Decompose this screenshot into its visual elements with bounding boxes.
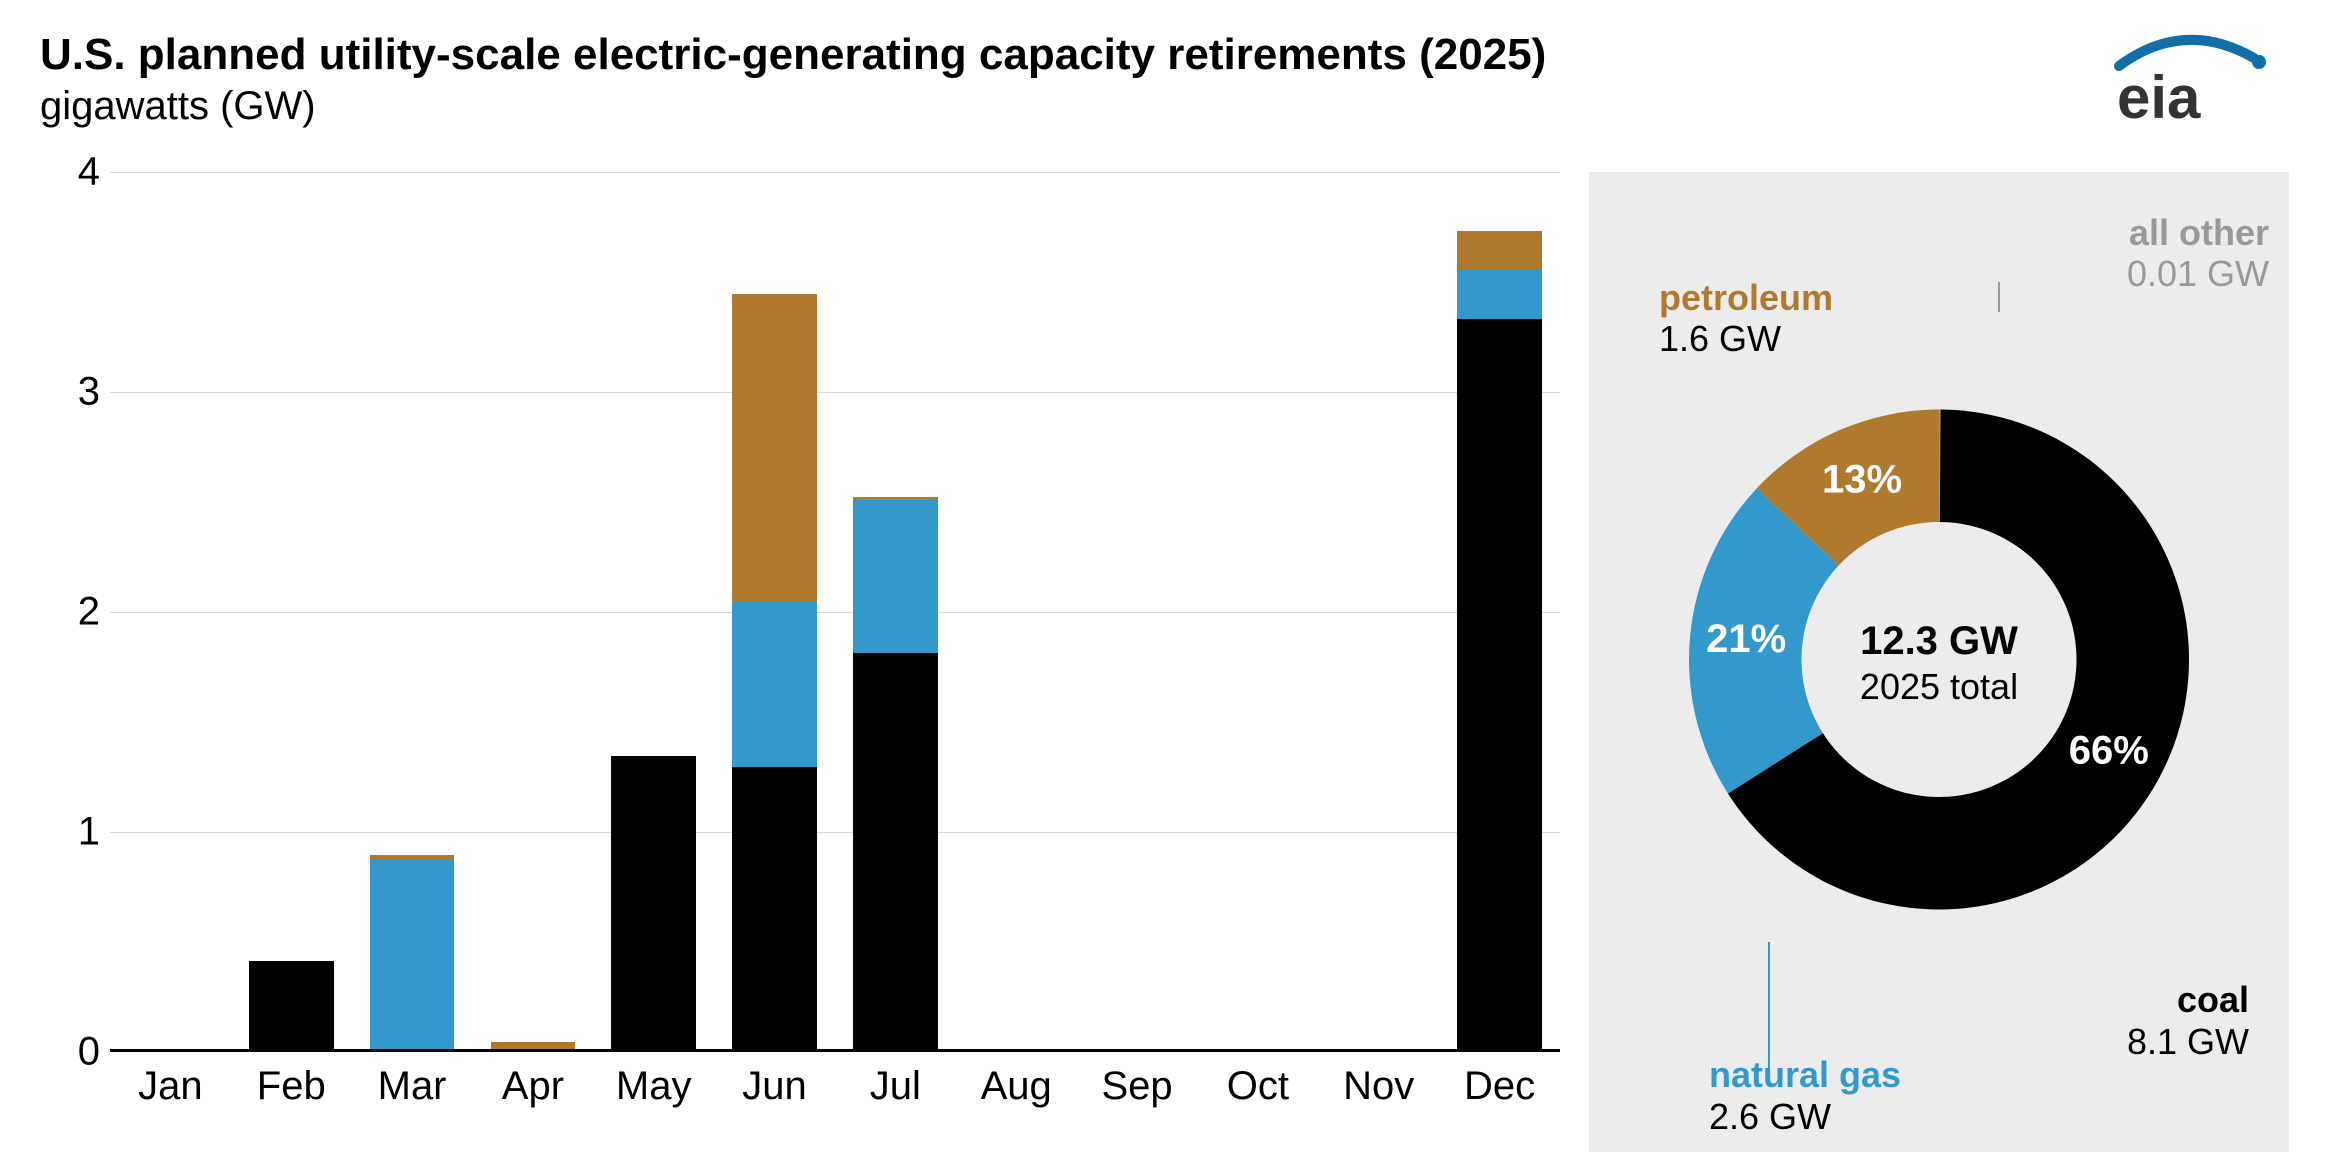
bar-slot: Jul	[835, 172, 956, 1049]
bar-segment-natural_gas	[1457, 270, 1542, 318]
bar-slot: Jan	[110, 172, 231, 1049]
bar-slot: Dec	[1439, 172, 1560, 1049]
bar-segment-natural_gas	[732, 602, 817, 767]
donut-leader-lines	[1589, 172, 2289, 1152]
bar-segment-petroleum	[1457, 231, 1542, 271]
bar-chart-bars: JanFebMarAprMayJunJulAugSepOctNovDec	[110, 172, 1560, 1049]
x-axis-tick: Jul	[870, 1064, 921, 1109]
x-axis-tick: Nov	[1343, 1064, 1414, 1109]
bar-segment-petroleum	[491, 1042, 576, 1049]
bar-chart-plot: JanFebMarAprMayJunJulAugSepOctNovDec	[110, 172, 1560, 1052]
bar-stack	[491, 1042, 576, 1049]
y-axis-tick: 4	[40, 150, 100, 195]
x-axis-tick: Jun	[742, 1064, 807, 1109]
y-axis-tick: 3	[40, 370, 100, 415]
x-axis-tick: Mar	[378, 1064, 447, 1109]
bar-stack	[1457, 231, 1542, 1049]
bar-slot: Apr	[472, 172, 593, 1049]
bar-segment-coal	[249, 961, 334, 1049]
y-axis-tick: 0	[40, 1030, 100, 1075]
bar-slot: Oct	[1197, 172, 1318, 1049]
bar-slot: Sep	[1077, 172, 1198, 1049]
x-axis-tick: Dec	[1464, 1064, 1535, 1109]
x-axis-tick: Aug	[981, 1064, 1052, 1109]
bar-segment-coal	[611, 756, 696, 1049]
bar-stack	[611, 756, 696, 1049]
bar-segment-natural_gas	[853, 499, 938, 653]
bar-segment-natural_gas	[370, 860, 455, 1049]
bar-slot: Feb	[231, 172, 352, 1049]
y-axis-tick: 1	[40, 810, 100, 855]
bar-slot: Aug	[956, 172, 1077, 1049]
eia-logo: eia	[2099, 28, 2269, 128]
y-axis-tick: 2	[40, 590, 100, 635]
bar-slot: May	[593, 172, 714, 1049]
bar-segment-coal	[1457, 319, 1542, 1049]
bar-slot: Nov	[1318, 172, 1439, 1049]
bar-chart: JanFebMarAprMayJunJulAugSepOctNovDec 012…	[40, 172, 1560, 1152]
chart-title: U.S. planned utility-scale electric-gene…	[40, 30, 2289, 80]
bar-slot: Jun	[714, 172, 835, 1049]
bar-stack	[853, 497, 938, 1049]
bar-segment-petroleum	[732, 294, 817, 602]
bar-segment-coal	[732, 767, 817, 1049]
bar-stack	[732, 294, 817, 1049]
chart-container: U.S. planned utility-scale electric-gene…	[0, 0, 2329, 1176]
x-axis-tick: Feb	[257, 1064, 326, 1109]
bar-slot: Mar	[352, 172, 473, 1049]
x-axis-tick: May	[616, 1064, 692, 1109]
x-axis-tick: Sep	[1101, 1064, 1172, 1109]
svg-text:eia: eia	[2117, 64, 2201, 128]
x-axis-tick: Oct	[1227, 1064, 1289, 1109]
bar-segment-coal	[853, 653, 938, 1049]
bar-stack	[249, 961, 334, 1049]
chart-subtitle: gigawatts (GW)	[40, 84, 2289, 129]
bar-stack	[370, 855, 455, 1049]
x-axis-tick: Apr	[502, 1064, 564, 1109]
x-axis-tick: Jan	[138, 1064, 203, 1109]
donut-panel: 66%21%13% 12.3 GW 2025 total petroleum 1…	[1589, 172, 2289, 1152]
